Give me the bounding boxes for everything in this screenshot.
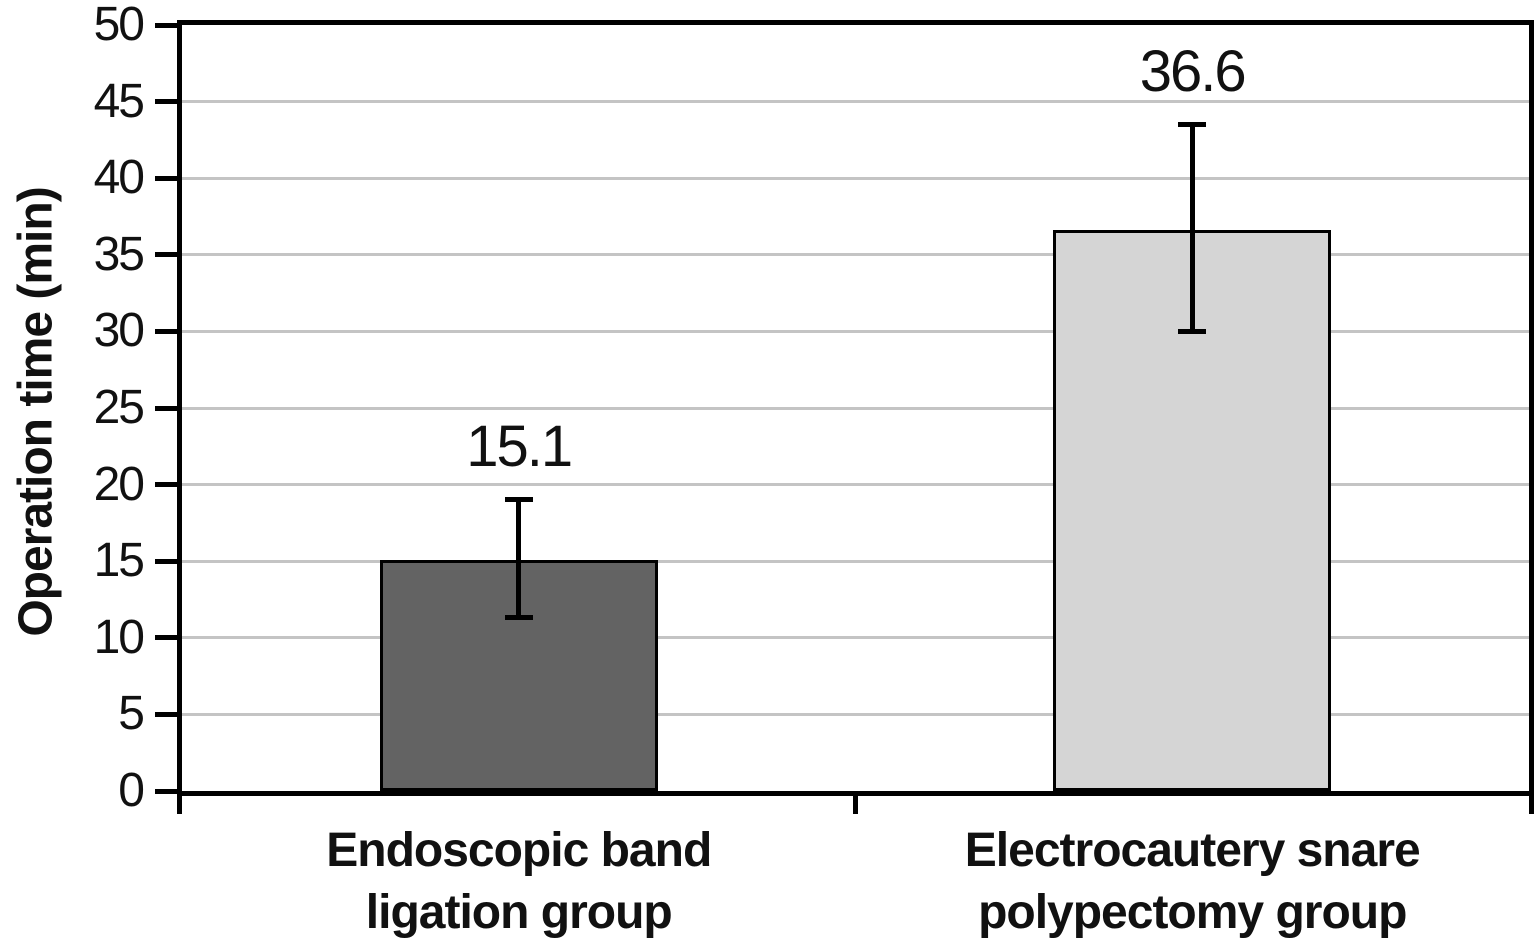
gridline-15 [182,559,1529,563]
y-axis-tick-label-45: 45 [93,74,145,128]
gridline-35 [182,253,1529,257]
error-bar-cap-bottom-2 [1178,328,1207,334]
gridline-30 [182,329,1529,333]
y-axis-tick-5 [155,711,177,717]
error-bar-line-1 [516,499,522,618]
y-axis-tick-30 [155,328,177,334]
error-bar-line-2 [1189,124,1195,332]
y-axis-tick-label-35: 35 [93,227,145,281]
error-bar-cap-bottom-1 [504,615,533,621]
y-axis-tick-35 [155,252,177,258]
x-axis-tick-2 [1529,796,1534,814]
category-label-1-line-1: Endoscopic band [326,824,712,877]
category-label-2-line-1: Electrocautery snare [964,824,1421,877]
y-axis-tick-label-15: 15 [93,534,145,588]
y-axis-tick-10 [155,635,177,641]
y-axis-tick-45 [155,99,177,105]
plot-area: 15.1 36.6 [177,20,1534,796]
gridline-40 [182,176,1529,180]
gridline-45 [182,100,1529,104]
bar-value-label-1: 15.1 [466,413,573,479]
y-axis-tick-label-25: 25 [93,381,145,434]
y-axis-tick-20 [155,482,177,488]
gridline-25 [182,406,1529,410]
y-axis-tick-25 [155,405,177,411]
category-label-2: Electrocautery snare polypectomy group [852,820,1532,944]
gridline-5 [182,712,1529,716]
y-axis-tick-0 [155,788,177,794]
y-axis-tick-50 [155,22,177,28]
y-axis-tick-15 [155,558,177,564]
error-bar-cap-top-2 [1178,122,1207,128]
y-axis-tick-label-0: 0 [118,764,145,817]
y-axis-tick-label-50: 50 [93,0,145,51]
x-axis-tick-0 [177,796,182,814]
y-axis-tick-label-5: 5 [118,687,145,741]
gridline-20 [182,483,1529,487]
y-axis-tick-label-20: 20 [93,457,145,511]
y-axis-tick-40 [155,175,177,181]
y-axis-tick-label-40: 40 [93,151,145,205]
y-axis-tick-label-30: 30 [93,304,145,358]
x-axis-tick-1 [853,796,858,814]
category-label-1: Endoscopic band ligation group [179,820,859,944]
category-label-1-line-2: ligation group [365,886,673,939]
y-axis-tick-label-10: 10 [93,610,145,664]
category-label-2-line-2: polypectomy group [978,886,1407,939]
gridline-10 [182,636,1529,640]
error-bar-cap-top-1 [504,497,533,503]
bar-value-label-2: 36.6 [1139,38,1247,104]
